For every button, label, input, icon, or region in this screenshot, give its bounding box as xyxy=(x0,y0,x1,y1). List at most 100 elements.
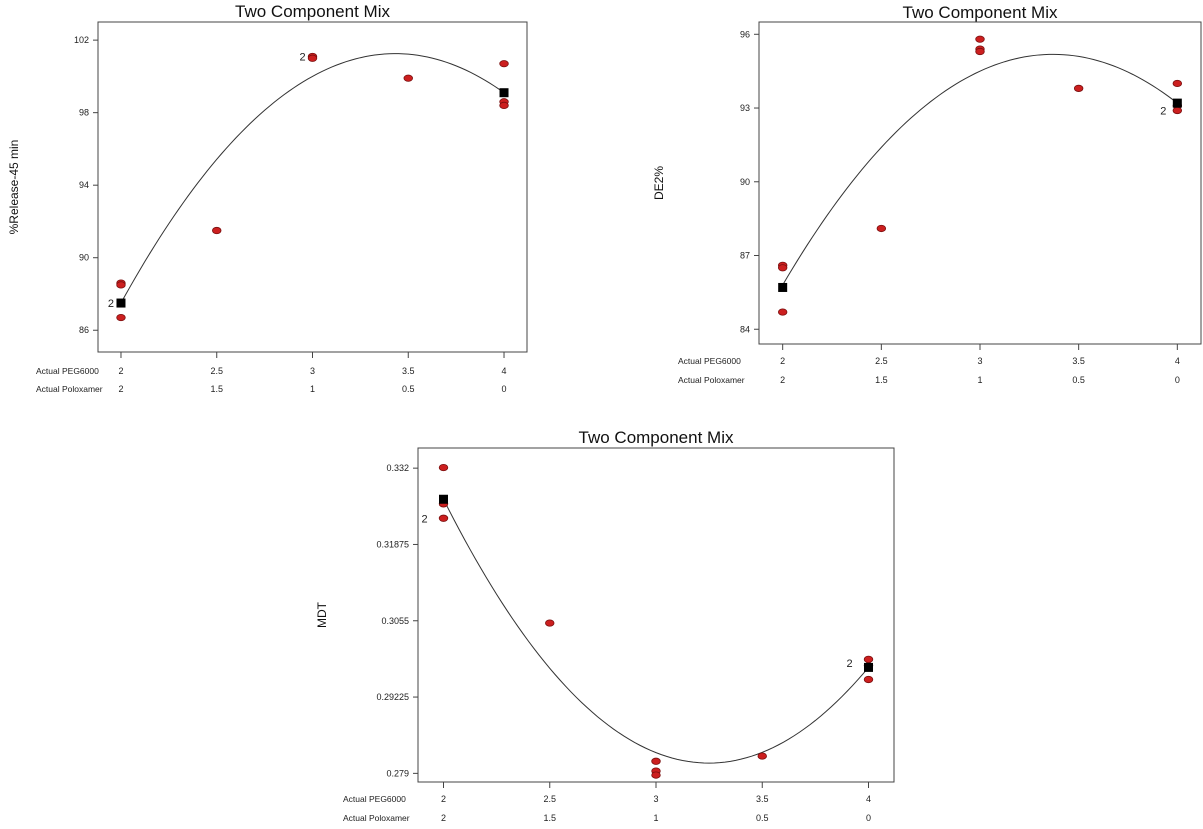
observed-point xyxy=(975,35,985,43)
observed-point xyxy=(499,60,509,68)
x-tick-label-peg6000: 3.5 xyxy=(756,794,769,804)
x-tick-label-poloxamer: 0 xyxy=(502,384,507,394)
y-tick-label: 84 xyxy=(740,324,750,334)
observed-point xyxy=(438,463,449,472)
y-tick-label: 90 xyxy=(740,177,750,187)
x-tick-label-peg6000: 4 xyxy=(1175,356,1180,366)
observed-point xyxy=(863,655,874,663)
observed-point xyxy=(499,101,509,110)
chart-title: Two Component Mix xyxy=(903,3,1058,22)
y-tick-label: 87 xyxy=(740,251,750,261)
x-tick-label-peg6000: 3.5 xyxy=(1072,356,1085,366)
y-tick-label: 0.279 xyxy=(386,768,409,778)
x-row-label-peg6000: Actual PEG6000 xyxy=(678,356,741,366)
y-tick-label: 94 xyxy=(79,180,89,190)
replicate-label: 2 xyxy=(421,513,427,525)
replicate-label: 2 xyxy=(108,298,114,310)
x-row-label-peg6000: Actual PEG6000 xyxy=(36,366,99,376)
x-tick-label-peg6000: 2.5 xyxy=(875,356,888,366)
y-tick-label: 0.3055 xyxy=(381,616,409,626)
x-tick-label-poloxamer: 2 xyxy=(118,384,123,394)
replicate-label: 2 xyxy=(1160,105,1166,117)
x-row-label-poloxamer: Actual Poloxamer xyxy=(678,375,745,385)
y-axis-label: MDT xyxy=(315,601,329,628)
x-tick-label-peg6000: 3 xyxy=(977,356,982,366)
y-tick-label: 0.29225 xyxy=(376,692,409,702)
x-tick-label-peg6000: 3.5 xyxy=(402,366,415,376)
y-tick-label: 86 xyxy=(79,325,89,335)
observed-point xyxy=(863,675,874,684)
x-tick-label-peg6000: 2 xyxy=(118,366,123,376)
y-tick-label: 0.332 xyxy=(386,463,409,473)
x-tick-label-poloxamer: 1 xyxy=(310,384,315,394)
observed-point xyxy=(1172,106,1183,115)
observed-point xyxy=(116,313,126,322)
observed-point xyxy=(1073,84,1084,92)
x-tick-label-poloxamer: 0.5 xyxy=(756,813,769,823)
observed-point xyxy=(212,226,222,235)
x-tick-label-peg6000: 4 xyxy=(502,366,507,376)
chart-title: Two Component Mix xyxy=(235,2,390,21)
observed-point xyxy=(777,308,788,316)
y-axis-label: DE2% xyxy=(652,166,666,200)
x-tick-label-poloxamer: 0 xyxy=(866,813,871,823)
plot-frame xyxy=(417,447,895,783)
y-tick-label: 96 xyxy=(740,29,750,39)
observed-point xyxy=(651,771,661,779)
fitted-curve xyxy=(120,53,505,304)
plot-frame xyxy=(97,21,528,353)
chart-title: Two Component Mix xyxy=(579,428,734,447)
x-tick-label-poloxamer: 2 xyxy=(441,813,446,823)
observed-point xyxy=(116,281,126,289)
x-tick-label-poloxamer: 1.5 xyxy=(875,375,888,385)
x-tick-label-poloxamer: 1.5 xyxy=(210,384,223,394)
design-point xyxy=(778,282,788,292)
replicate-label: 2 xyxy=(299,51,305,63)
x-row-label-peg6000: Actual PEG6000 xyxy=(343,794,406,804)
observed-point xyxy=(876,224,887,233)
x-tick-label-peg6000: 4 xyxy=(866,794,871,804)
x-tick-label-peg6000: 3 xyxy=(310,366,315,376)
observed-point xyxy=(438,514,449,522)
y-tick-label: 93 xyxy=(740,103,750,113)
chart-panel-2: Two Component Mix DE2% 84 87 90 93 96 2 2 2.5 1.5 3… xyxy=(652,3,1202,385)
y-tick-label: 102 xyxy=(74,35,89,45)
fitted-curve xyxy=(443,499,869,764)
x-tick-label-poloxamer: 0.5 xyxy=(402,384,415,394)
x-tick-label-poloxamer: 2 xyxy=(780,375,785,385)
x-tick-label-poloxamer: 0 xyxy=(1175,375,1180,385)
x-tick-label-peg6000: 2.5 xyxy=(210,366,223,376)
replicate-label: 2 xyxy=(846,658,852,670)
design-point xyxy=(439,494,448,504)
x-tick-label-peg6000: 2 xyxy=(441,794,446,804)
x-row-label-poloxamer: Actual Poloxamer xyxy=(343,813,410,823)
x-row-label-poloxamer: Actual Poloxamer xyxy=(36,384,103,394)
observed-point xyxy=(403,74,413,82)
y-tick-label: 90 xyxy=(79,253,89,263)
x-tick-label-peg6000: 2 xyxy=(780,356,785,366)
chart-panel-1: Two Component Mix %Release-45 min 86 90 94 98… xyxy=(7,2,528,394)
observed-point xyxy=(307,54,318,62)
y-tick-label: 98 xyxy=(79,108,89,118)
x-tick-label-poloxamer: 1 xyxy=(977,375,982,385)
observed-point xyxy=(777,264,788,272)
x-tick-label-poloxamer: 1.5 xyxy=(543,813,556,823)
fitted-curve xyxy=(782,53,1178,286)
design-point xyxy=(864,662,873,672)
observed-point xyxy=(975,47,985,56)
y-axis-label: %Release-45 min xyxy=(7,140,21,235)
observed-point xyxy=(651,757,661,765)
design-point xyxy=(116,298,126,308)
x-tick-label-poloxamer: 1 xyxy=(653,813,658,823)
y-tick-label: 0.31875 xyxy=(376,539,409,549)
x-tick-label-peg6000: 3 xyxy=(653,794,658,804)
x-tick-label-poloxamer: 0.5 xyxy=(1072,375,1085,385)
chart-panel-3: Two Component Mix MDT 0.279 0.29225 0.3055 0.… xyxy=(315,428,895,823)
observed-point xyxy=(1172,79,1183,88)
plot-frame xyxy=(758,21,1202,345)
observed-point xyxy=(545,619,555,627)
design-point xyxy=(499,88,509,98)
observed-point xyxy=(757,752,767,760)
design-point xyxy=(1172,98,1182,108)
